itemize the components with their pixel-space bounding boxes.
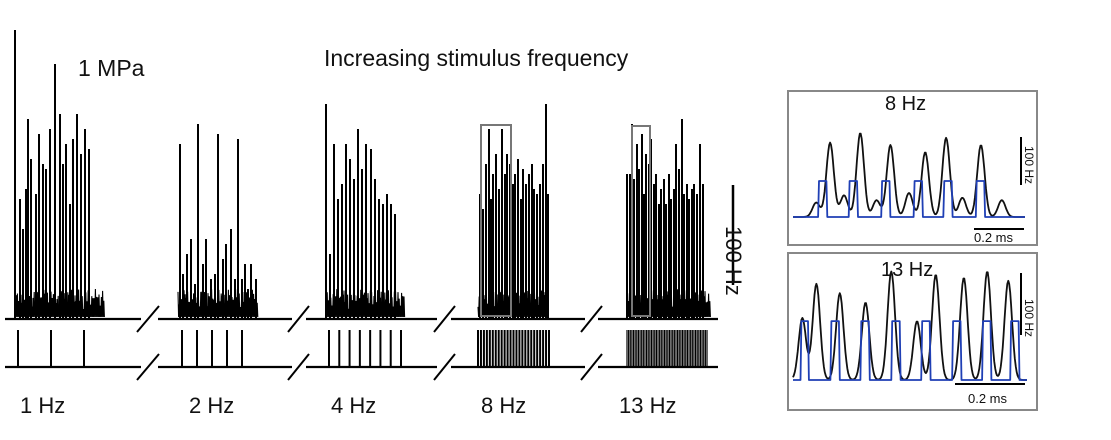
chart-title: Increasing stimulus frequency <box>324 45 629 71</box>
inset-stimulus-trace <box>793 320 1027 381</box>
inset-8hz-title: 8 Hz <box>885 93 927 115</box>
inset-8hz-y-scale-label: 100 Hz <box>1022 145 1036 185</box>
highlight-box-13hz <box>631 125 651 317</box>
main-chart <box>5 30 735 381</box>
freq-label-8hz: 8 Hz <box>481 393 527 418</box>
inset-panels <box>787 90 1038 411</box>
inset-frame-13hz <box>787 252 1038 411</box>
freq-label-13hz: 13 Hz <box>619 393 677 418</box>
axis-break-mark <box>580 305 603 333</box>
axis-break-mark <box>136 305 160 333</box>
axis-break-mark <box>287 353 310 381</box>
inset-8hz-x-scale-label: 0.2 ms <box>974 230 1014 245</box>
inset-stimulus-trace <box>793 180 1025 218</box>
inset-frame-8hz <box>787 90 1038 246</box>
condition-label: 1 MPa <box>78 55 145 81</box>
y-scale-label: 100 Hz <box>721 226 746 296</box>
inset-13hz-x-scale-label: 0.2 ms <box>968 391 1008 406</box>
inset-response-trace <box>793 132 1025 218</box>
inset-response-trace <box>792 270 1027 381</box>
freq-label-4hz: 4 Hz <box>331 393 377 418</box>
freq-label-2hz: 2 Hz <box>189 393 235 418</box>
inset-13hz-title: 13 Hz <box>881 259 934 281</box>
freq-label-1hz: 1 Hz <box>20 393 66 418</box>
inset-13hz-y-scale-label: 100 Hz <box>1022 298 1036 338</box>
highlight-box-8hz <box>480 124 512 317</box>
axis-break-mark <box>580 353 603 381</box>
axis-break-mark <box>136 353 160 381</box>
axis-break-mark <box>433 353 456 381</box>
axis-break-mark <box>433 305 456 333</box>
axis-break-mark <box>287 305 310 333</box>
